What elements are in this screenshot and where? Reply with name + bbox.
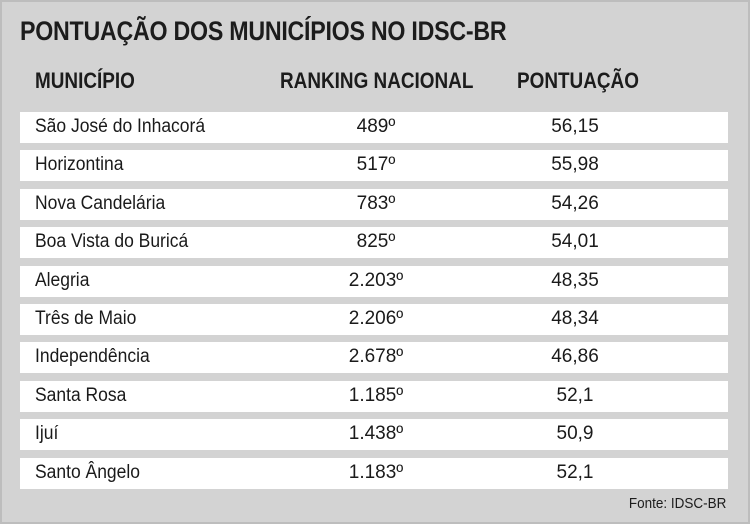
- table-row: Alegria 2.203º 48,35: [20, 265, 728, 297]
- municipio-cell: Horizontina: [35, 154, 124, 176]
- ranking-cell: 783º: [356, 192, 396, 214]
- municipio-cell: Boa Vista do Buricá: [35, 231, 189, 253]
- table-title: PONTUAÇÃO DOS MUNICÍPIOS NO IDSC-BR: [20, 16, 507, 46]
- table-row: São José do Inhacorá 489º 56,15: [20, 112, 728, 143]
- municipio-cell: Santa Rosa: [35, 384, 127, 406]
- ranking-cell: 1.183º: [348, 461, 404, 483]
- header-ranking: RANKING NACIONAL: [280, 68, 474, 93]
- pontuacao-cell: 55,98: [551, 154, 599, 176]
- ranking-cell: 2.678º: [348, 346, 404, 368]
- pontuacao-cell: 50,9: [556, 423, 594, 445]
- municipio-cell: Nova Candelária: [35, 192, 166, 214]
- pontuacao-cell: 48,34: [551, 307, 599, 329]
- header-municipio: MUNICÍPIO: [35, 68, 135, 93]
- table-row: Independência 2.678º 46,86: [20, 342, 728, 374]
- ranking-cell: 517º: [356, 154, 396, 176]
- ranking-cell: 1.185º: [348, 384, 404, 406]
- ranking-cell: 489º: [356, 116, 396, 137]
- ranking-cell: 2.206º: [348, 307, 404, 329]
- pontuacao-cell: 46,86: [551, 346, 599, 368]
- table-row: Santo Ângelo 1.183º 52,1: [20, 457, 728, 489]
- pontuacao-cell: 48,35: [551, 269, 599, 291]
- ranking-cell: 825º: [356, 231, 396, 253]
- pontuacao-cell: 52,1: [556, 384, 594, 406]
- header-pontuacao: PONTUAÇÃO: [517, 68, 639, 93]
- municipio-cell: Santo Ângelo: [35, 461, 140, 483]
- ranking-cell: 1.438º: [348, 423, 404, 445]
- pontuacao-cell: 56,15: [551, 116, 599, 137]
- table-row: Três de Maio 2.206º 48,34: [20, 303, 728, 335]
- pontuacao-cell: 54,26: [551, 192, 599, 214]
- source-note: Fonte: IDSC-BR: [628, 495, 726, 512]
- table-row: Boa Vista do Buricá 825º 54,01: [20, 227, 728, 259]
- pontuacao-cell: 52,1: [556, 461, 594, 483]
- table-row: Horizontina 517º 55,98: [20, 150, 728, 182]
- table-row: Santa Rosa 1.185º 52,1: [20, 380, 728, 412]
- municipio-cell: Independência: [35, 346, 150, 368]
- ranking-cell: 2.203º: [348, 269, 404, 291]
- table-body: São José do Inhacorá 489º 56,15 Horizontina…: [20, 112, 728, 496]
- table-row: Ijuí 1.438º 50,9: [20, 419, 728, 451]
- pontuacao-cell: 54,01: [551, 231, 599, 253]
- table-header: MUNICÍPIO RANKING NACIONAL PONTUAÇÃO: [2, 68, 750, 108]
- municipio-cell: Alegria: [35, 269, 90, 291]
- municipio-cell: Três de Maio: [35, 307, 137, 329]
- table-row: Nova Candelária 783º 54,26: [20, 188, 728, 220]
- municipio-cell: Ijuí: [35, 423, 59, 445]
- municipio-cell: São José do Inhacorá: [35, 116, 206, 137]
